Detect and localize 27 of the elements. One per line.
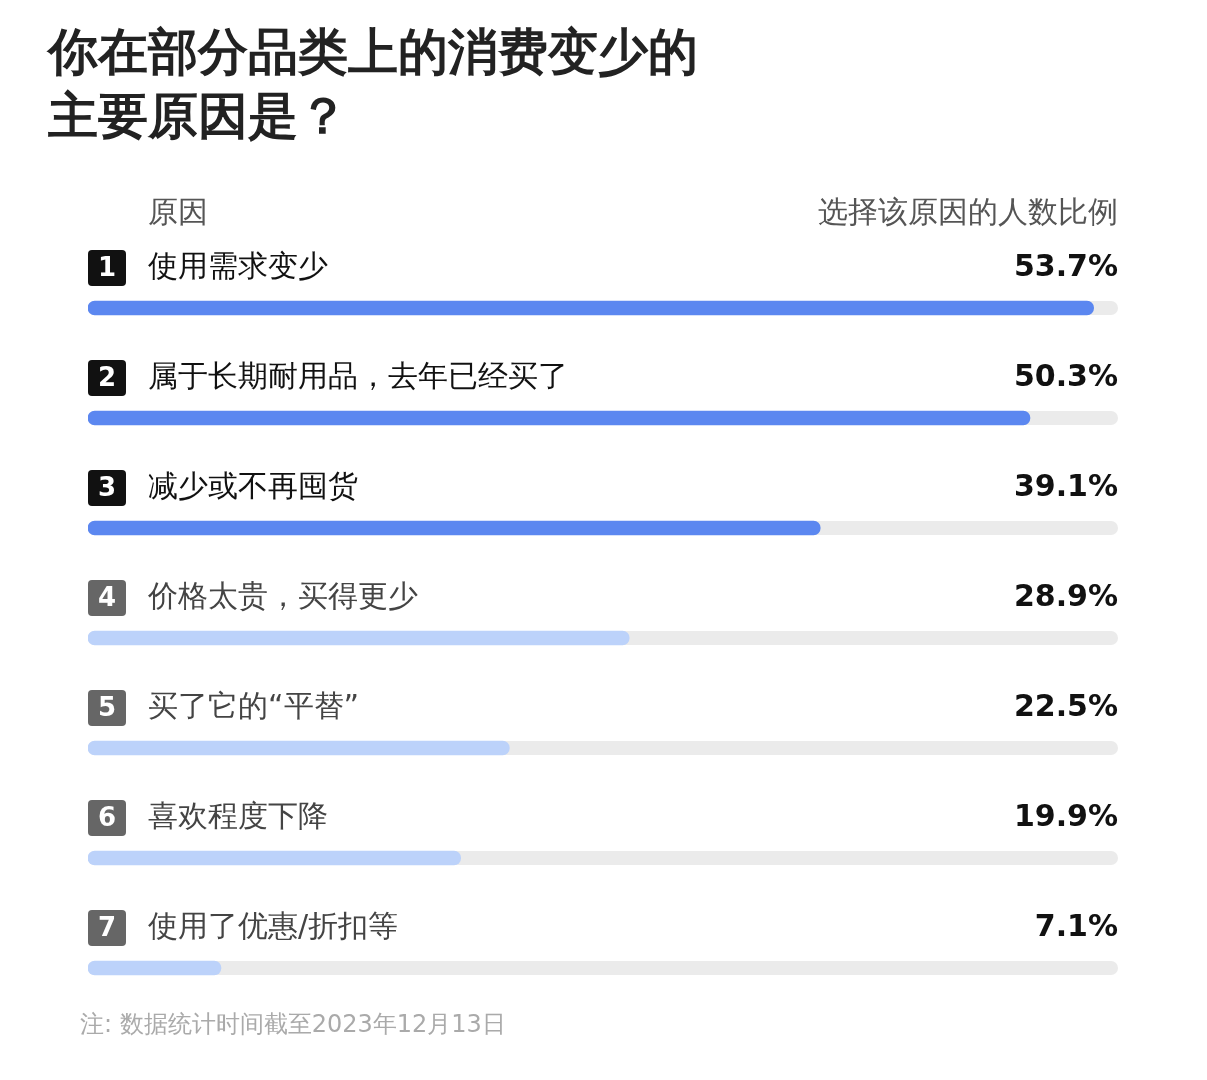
annotation: 7 — [97, 911, 117, 942]
y-axis-title: 原因 — [148, 193, 208, 231]
annotation: 1 — [97, 251, 117, 282]
y-tick-label: 减少或不再囤货 — [148, 467, 358, 503]
y-tick-label: 属于长期耐用品，去年已经买了 — [148, 357, 568, 393]
annotation: 2 — [97, 361, 117, 392]
annotation: 6 — [97, 801, 117, 832]
data-label: 39.1% — [1013, 467, 1118, 503]
y-tick-label: 使用需求变少 — [148, 247, 328, 283]
data-label: 19.9% — [1013, 797, 1118, 833]
annotation: 注: 数据统计时间截至2023年12月13日 — [80, 1009, 506, 1040]
data-label: 53.7% — [1013, 247, 1118, 283]
data-label: 7.1% — [1034, 907, 1118, 943]
annotation: 3 — [97, 471, 117, 502]
bar — [88, 300, 1094, 316]
annotation: 4 — [97, 581, 117, 612]
chart-title: 你在部分品类上的消费变少的主要原因是？ — [48, 22, 699, 147]
bar — [88, 960, 222, 976]
annotation: 5 — [97, 691, 117, 722]
y-tick-label: 喜欢程度下降 — [148, 797, 328, 833]
y-tick-label: 买了它的“平替” — [148, 687, 360, 723]
y-tick-label: 价格太贵，买得更少 — [147, 577, 418, 613]
data-label: 28.9% — [1013, 577, 1118, 613]
x-axis-title: 选择该原因的人数比例 — [818, 193, 1118, 231]
y-tick-label: 使用了优惠/折扣等 — [148, 907, 399, 943]
data-label: 22.5% — [1013, 687, 1118, 723]
data-label: 50.3% — [1013, 357, 1118, 393]
